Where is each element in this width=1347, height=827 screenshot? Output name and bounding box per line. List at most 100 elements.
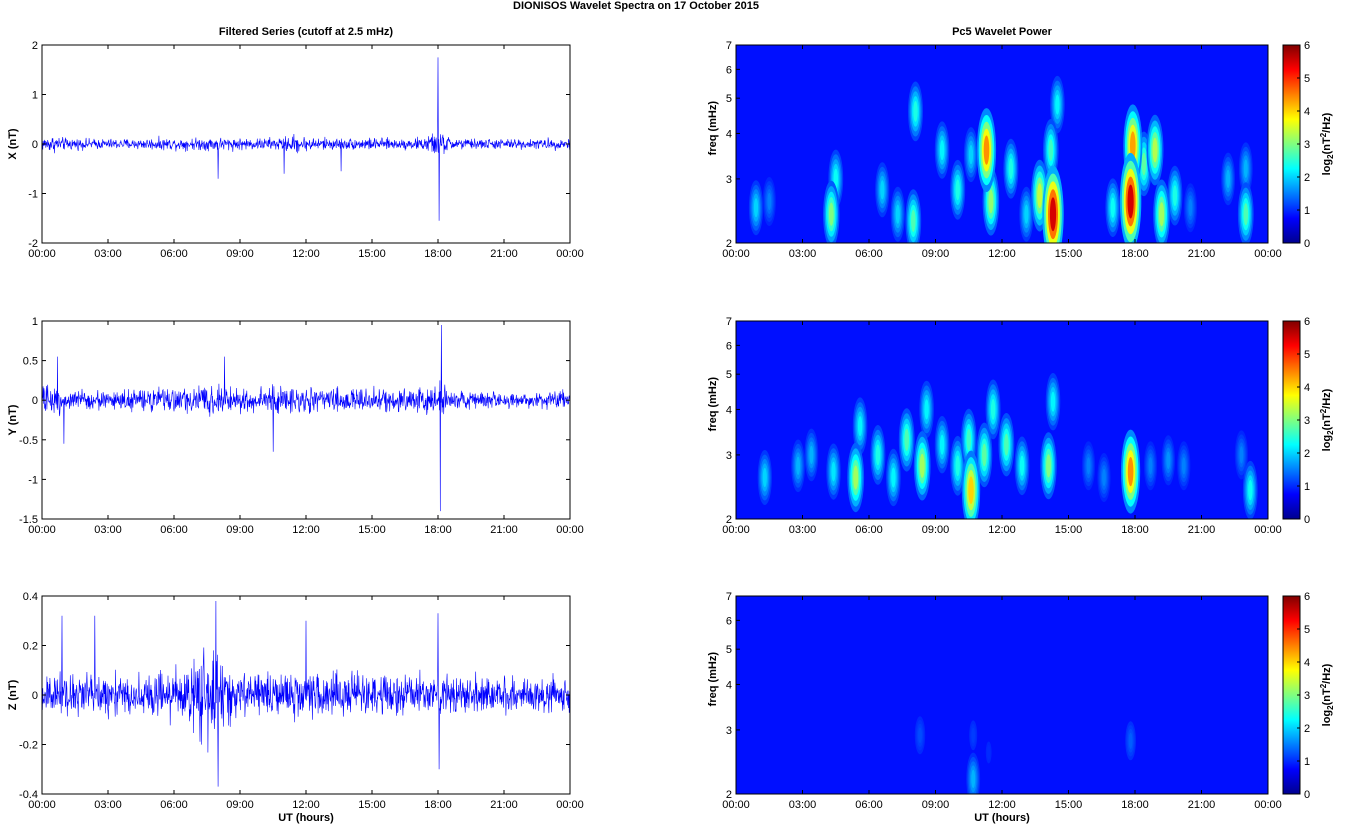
y-power-ytick-label: 5 <box>726 369 732 381</box>
x-series-xtick-label: 18:00 <box>424 248 452 260</box>
x-series-xtick-label: 00:00 <box>556 248 584 260</box>
x-series-panel: -2 -1 0 1 2 00:00 03:00 06:00 09:00 12:00 15:00 18:… <box>7 26 584 260</box>
x-series-ytick-label: 2 <box>32 40 38 52</box>
x-power-xtick-label: 06:00 <box>855 248 883 260</box>
z-series-panel: -0.4 -0.2 0 0.2 0.4 00:00 03:00 06:00 09:00 12:00… <box>7 591 584 824</box>
y-series-ylabel: Y (nT) <box>7 404 19 435</box>
y-power-xtick-label: 06:00 <box>855 524 883 536</box>
x-power-colorbar: 0 1 2 3 4 5 6 log2(nT2/Hz) <box>1282 40 1335 250</box>
x-power-power-blob <box>934 121 950 179</box>
y-power-power-blob <box>1177 441 1191 491</box>
x-series-ytick-label: -2 <box>28 238 38 250</box>
x-series-xtick-label: 00:00 <box>28 248 56 260</box>
x-power-ytick-label: 7 <box>726 40 732 52</box>
x-power-xtick-label: 12:00 <box>988 248 1016 260</box>
x-power-power-blob <box>875 162 890 218</box>
y-power-colorbar-label: log2(nT2/Hz) <box>1319 388 1335 451</box>
x-power-power-blob <box>963 127 979 183</box>
y-power-ytick-label: 4 <box>726 404 732 416</box>
z-power-colorbar-tick-label: 0 <box>1304 789 1310 801</box>
z-series-ytick-label: -0.2 <box>19 740 38 752</box>
y-power-ylabel: freq (mHz) <box>707 377 719 432</box>
x-power-xtick-label: 18:00 <box>1121 248 1149 260</box>
z-series-xtick-label: 06:00 <box>160 799 188 811</box>
y-power-power-blob <box>870 425 886 485</box>
y-series-xtick-label: 09:00 <box>226 524 254 536</box>
y-power-colorbar-tick-label: 1 <box>1304 481 1310 493</box>
y-power-colorbar-tick-label: 2 <box>1304 448 1310 460</box>
z-series-xtick-label: 12:00 <box>292 799 320 811</box>
x-power-ytick-label: 5 <box>726 93 732 105</box>
x-series-xtick-label: 09:00 <box>226 248 254 260</box>
y-power-colorbar-tick-label: 0 <box>1304 514 1310 526</box>
x-power-power-blob <box>1119 152 1142 243</box>
y-power-panel: 2 3 4 5 6 7 00:00 03:00 06:00 09:00 12:00 15:00 18:0… <box>707 316 1335 536</box>
z-power-power-blob <box>914 716 926 755</box>
x-power-colorbar-tick-label: 2 <box>1304 172 1310 184</box>
x-power-colorbar-tick-label: 5 <box>1304 73 1310 85</box>
y-power-power-blob <box>804 428 819 482</box>
z-power-xtick-label: 00:00 <box>722 799 750 811</box>
y-series-ytick-label: 0 <box>32 395 38 407</box>
z-series-ylabel: Z (nT) <box>7 679 19 710</box>
y-power-power-blob <box>791 439 805 493</box>
x-power-xtick-label: 21:00 <box>1188 248 1216 260</box>
y-power-xtick-label: 03:00 <box>789 524 817 536</box>
x-power-xtick-label: 03:00 <box>789 248 817 260</box>
y-power-xtick-label: 21:00 <box>1188 524 1216 536</box>
z-series-xtick-label: 00:00 <box>28 799 56 811</box>
z-power-xtick-label: 00:00 <box>1254 799 1282 811</box>
x-power-colorbar-tick-label: 1 <box>1304 205 1310 217</box>
x-power-ylabel: freq (mHz) <box>707 101 719 156</box>
y-power-power-blob <box>1045 373 1061 431</box>
y-power-colorbar-tick-label: 6 <box>1304 316 1310 328</box>
y-power-ytick-label: 3 <box>726 450 732 462</box>
z-power-colorbar-label: log2(nT2/Hz) <box>1319 663 1335 726</box>
z-power-ytick-label: 2 <box>726 789 732 801</box>
y-series-xtick-label: 03:00 <box>94 524 122 536</box>
y-power-power-blob <box>1040 432 1057 500</box>
x-power-colorbar-tick-label: 3 <box>1304 139 1310 151</box>
x-power-power-blob <box>890 186 905 242</box>
x-power-xtick-label: 00:00 <box>1254 248 1282 260</box>
z-power-xtick-label: 09:00 <box>922 799 950 811</box>
z-power-xtick-label: 03:00 <box>789 799 817 811</box>
z-series-ytick-label: 0.4 <box>23 591 38 603</box>
y-power-ytick-label: 6 <box>726 340 732 352</box>
y-power-xtick-label: 12:00 <box>988 524 1016 536</box>
z-power-colorbar-tick-label: 1 <box>1304 756 1310 768</box>
y-power-colorbar-tick-label: 4 <box>1304 382 1310 394</box>
z-power-xtick-label: 06:00 <box>855 799 883 811</box>
x-power-power-blob <box>905 189 922 243</box>
z-power-panel: 2 3 4 5 6 7 00:00 03:00 06:00 09:00 12:00 15:00 18:0… <box>707 591 1335 824</box>
y-power-power-blob <box>985 379 1001 440</box>
x-series-xtick-label: 06:00 <box>160 248 188 260</box>
z-power-power-blob <box>1125 721 1136 761</box>
x-series-line <box>42 57 570 221</box>
z-power-xtick-label: 21:00 <box>1188 799 1216 811</box>
z-power-xtick-label: 18:00 <box>1121 799 1149 811</box>
y-power-xtick-label: 15:00 <box>1055 524 1083 536</box>
y-series-xtick-label: 00:00 <box>556 524 584 536</box>
x-power-power-blob <box>748 180 764 236</box>
x-power-power-blob <box>950 159 966 220</box>
x-series-xtick-label: 03:00 <box>94 248 122 260</box>
x-series-xtick-label: 12:00 <box>292 248 320 260</box>
y-power-power-blob <box>1081 441 1096 491</box>
z-series-ytick-label: -0.4 <box>19 789 38 801</box>
z-series-xlabel: UT (hours) <box>278 812 334 824</box>
figure-title: DIONISOS Wavelet Spectra on 17 October 2… <box>513 0 759 12</box>
y-series-xtick-label: 15:00 <box>358 524 386 536</box>
y-power-xtick-label: 00:00 <box>1254 524 1282 536</box>
y-power-power-blob <box>852 397 868 455</box>
y-power-ytick-label: 2 <box>726 514 732 526</box>
x-power-power-blob <box>1237 182 1254 243</box>
z-power-colorbar-tick-label: 5 <box>1304 624 1310 636</box>
y-power-power-blob <box>757 450 772 505</box>
y-series-ytick-label: -1 <box>28 474 38 486</box>
x-power-power-blob <box>1146 114 1164 186</box>
y-power-colorbar-tick-label: 3 <box>1304 415 1310 427</box>
y-series-ytick-label: 1 <box>32 316 38 328</box>
x-power-power-blob <box>1019 186 1034 242</box>
x-power-power-blob <box>908 81 923 142</box>
